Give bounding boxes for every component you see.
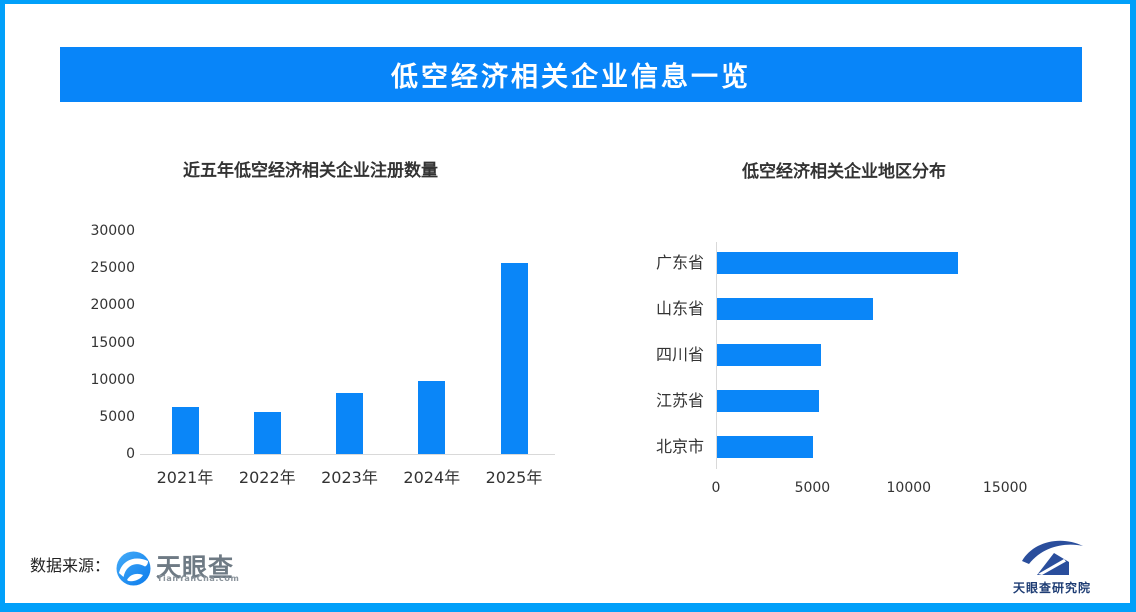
tyc-research-name: 天眼查研究院 [1012,581,1091,595]
x-axis-category-label: 2022年 [238,468,296,487]
tyc-research-logo-icon [1016,538,1088,580]
bar-2022年 [253,412,281,454]
y-axis-tick-label: 5000 [99,408,135,425]
bar-江苏省 [717,390,820,412]
y-axis-line [716,242,717,469]
chart-registrations-plot: 0 5000 10000 15000 20000 25000 30000 2021年 2022年… [90,150,580,510]
y-axis-category-label: 江苏省 [655,391,704,410]
bar-北京市 [717,436,814,458]
y-axis-category-label: 山东省 [655,299,704,318]
y-axis-category-label: 四川省 [655,345,704,364]
y-axis-category-label: 北京市 [655,437,704,456]
x-axis-category-label: 2025年 [485,468,543,487]
registrations-chart: 近五年低空经济相关企业注册数量 0 5000 10000 15000 20000 2500… [90,150,580,510]
y-axis-tick-label: 30000 [90,223,135,239]
x-axis-tick-label: 15000 [982,480,1028,496]
y-axis-tick-label: 15000 [90,334,135,351]
x-axis-category-label: 2024年 [403,468,461,487]
y-axis-category-label: 广东省 [655,253,704,272]
x-axis-category-label: 2023年 [321,468,378,487]
x-axis-tick-label: 10000 [886,480,932,496]
bar-2021年 [171,407,199,454]
tianyancha-wordmark: 天眼查 [156,553,235,582]
y-axis-tick-label: 20000 [90,297,135,314]
right-border [1130,0,1136,612]
registrations-chart-title: 近五年低空经济相关企业注册数量 [183,161,438,181]
y-axis-tick-label: 25000 [90,260,135,277]
bar-四川省 [717,344,822,366]
tianyancha-logo-icon [116,551,151,590]
chart-regions-plot: 广东省山东省四川省江苏省北京市 0 5000 10000 15000 [640,150,1110,510]
title-banner: 低空经济相关企业信息一览 [60,47,1082,102]
regions-chart-title: 低空经济相关企业地区分布 [742,162,946,182]
bar-山东省 [717,298,874,320]
bottom-border-bar [0,603,1136,612]
left-border [0,0,5,612]
top-border [0,0,1136,4]
bar-2025年 [500,262,528,454]
x-axis-line [140,454,555,455]
bar-2023年 [336,393,363,454]
y-axis-tick-label: 0 [126,446,135,462]
x-axis-category-label: 2021年 [156,468,214,487]
tianyancha-url-text: TianYanCha.com [157,574,240,583]
x-axis-tick-label: 5000 [794,480,831,496]
data-source-label: 数据来源： [30,556,111,575]
y-axis-tick-label: 10000 [90,371,135,388]
regions-chart: 低空经济相关企业地区分布 广东省山东省四川省江苏省北京市 0 5000 10000 15… [640,150,1110,510]
bar-2024年 [418,381,446,454]
bar-广东省 [717,252,958,274]
page-title: 低空经济相关企业信息一览 [391,62,751,93]
x-axis-tick-label: 0 [711,480,721,496]
